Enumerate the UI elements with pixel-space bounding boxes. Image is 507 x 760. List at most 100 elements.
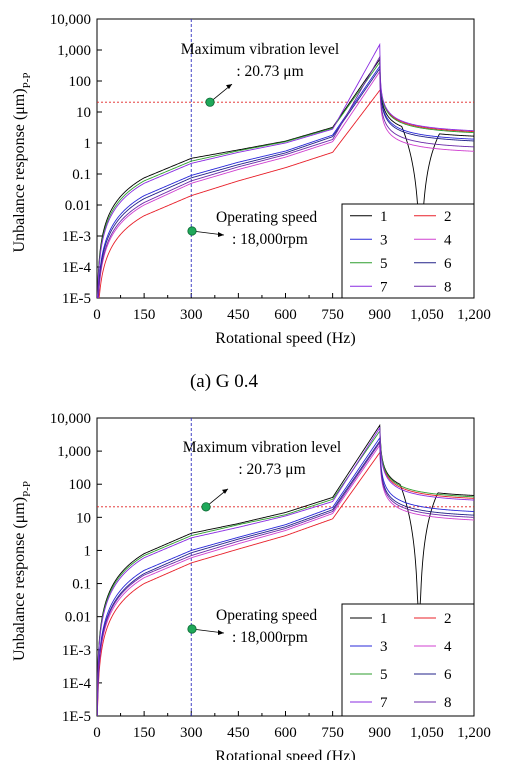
y-tick-label: 1E-3 [62, 229, 91, 245]
x-tick-label: 300 [180, 725, 203, 741]
legend-label-2: 2 [444, 611, 452, 627]
legend-label-6: 6 [444, 256, 452, 272]
legend-label-3: 3 [380, 232, 388, 248]
y-axis-label: Unbalance response (μm)P-P [11, 73, 33, 253]
legend-label-4: 4 [444, 232, 452, 248]
x-tick-label: 0 [93, 725, 101, 741]
x-tick-label: 750 [321, 725, 344, 741]
legend-label-8: 8 [444, 695, 452, 711]
legend-box [341, 603, 475, 717]
x-tick-label: 600 [274, 725, 297, 741]
legend-label-6: 6 [444, 667, 452, 683]
annotation-op-arrowhead [218, 630, 224, 635]
annotations: Maximum vibration level : 20.73 μm Operati… [183, 439, 341, 646]
series-7-line [97, 426, 474, 716]
x-tick-label: 150 [133, 725, 156, 741]
max-vibration-marker [205, 97, 215, 107]
y-tick-label: 1 [84, 136, 92, 152]
annotations: Maximum vibration level: 20.73 μm Operati… [181, 41, 339, 248]
x-axis-label: Rotational speed (Hz) [215, 748, 355, 760]
y-tick-label: 10,000 [50, 411, 91, 427]
legend-label-3: 3 [380, 639, 388, 655]
series-6-line [97, 439, 474, 716]
y-tick-label: 10 [76, 105, 91, 121]
series-7-line [97, 42, 474, 298]
chart-a: 0 150 300 450 600 750 900 1,050 1,200 1E-5 1E-4 1E-… [11, 12, 491, 392]
figure-caption: (a) G 0.4 [190, 371, 259, 392]
legend: 1 2 3 4 5 6 7 8 [341, 603, 475, 717]
annotation-max-arrowhead [226, 84, 232, 90]
legend-box [341, 203, 475, 299]
series-8-line [97, 55, 474, 298]
x-tick-label: 1,200 [457, 725, 491, 741]
annotation-max-title: Maximum vibration level [183, 439, 341, 456]
legend-label-1: 1 [380, 209, 388, 225]
annotation-op-value: : 18,000rpm [232, 629, 308, 646]
series-6-line [97, 67, 474, 298]
x-tick-label: 1,050 [410, 307, 444, 323]
y-tick-label: 100 [69, 477, 92, 493]
y-tick-label: 100 [69, 74, 92, 90]
x-tick-label: 600 [274, 307, 297, 323]
series-5-line [97, 429, 474, 716]
annotation-op-title: Operating speed [216, 607, 317, 624]
series-1-line [97, 57, 474, 298]
chart-b: 0 150 300 450 600 750 900 1,050 1,200 1E-5 1E-4 1E-… [11, 411, 491, 760]
legend-label-8: 8 [444, 279, 452, 295]
y-tick-label: 1E-5 [62, 291, 91, 307]
annotation-max-value: : 20.73 μm [236, 63, 303, 80]
series-4-line [97, 443, 474, 716]
y-tick-label: 1 [84, 543, 92, 559]
y-axis-label-main: Unbalance response (μm) [11, 497, 28, 661]
annotation-op-arrowhead [218, 232, 224, 237]
legend: 1 2 3 4 5 6 7 8 [341, 203, 475, 299]
y-tick-label: 0.1 [72, 167, 91, 183]
x-tick-label: 300 [180, 307, 203, 323]
y-axis-label: Unbalance response (μm)P-P [11, 481, 33, 661]
series-lines [97, 423, 474, 716]
series-8-line [97, 441, 474, 716]
x-tick-label: 1,050 [410, 725, 444, 741]
y-tick-label: 0.01 [65, 198, 91, 214]
y-axis-label-main: Unbalance response (μm) [11, 88, 28, 252]
annotation-op-title: Operating speed [216, 209, 317, 226]
x-axis-label: Rotational speed (Hz) [215, 330, 355, 347]
series-3-line [97, 436, 474, 716]
series-2-line [97, 89, 474, 298]
x-tick-label: 750 [321, 307, 344, 323]
operating-speed-marker [187, 624, 197, 634]
y-tick-label: 1E-4 [62, 676, 92, 692]
annotation-max-value: : 20.73 μm [238, 461, 305, 478]
x-tick-label: 900 [369, 307, 392, 323]
y-tick-label: 1E-5 [62, 709, 91, 725]
x-tick-label: 0 [93, 307, 101, 323]
y-tick-label: 0.01 [65, 610, 91, 626]
operating-speed-marker [187, 226, 197, 236]
series-2-line [97, 452, 474, 716]
x-tick-label: 150 [133, 307, 156, 323]
legend-label-7: 7 [380, 695, 388, 711]
x-tick-label: 450 [227, 307, 250, 323]
y-tick-label: 1,000 [57, 444, 91, 460]
series-4-line [97, 70, 474, 298]
y-axis-label-sub: P-P [21, 481, 33, 497]
legend-label-5: 5 [380, 256, 388, 272]
max-vibration-marker [201, 502, 211, 512]
y-tick-label: 1E-4 [62, 260, 92, 276]
legend-label-5: 5 [380, 667, 388, 683]
x-tick-label: 450 [227, 725, 250, 741]
annotation-max-arrowhead [222, 488, 228, 494]
y-tick-label: 1,000 [57, 43, 91, 59]
y-axis-label-sub: P-P [21, 73, 33, 89]
x-tick-label: 1,200 [457, 307, 491, 323]
series-3-line [97, 64, 474, 298]
y-tick-label: 1E-3 [62, 643, 91, 659]
y-tick-label: 10 [76, 510, 91, 526]
x-tick-label: 900 [369, 725, 392, 741]
annotation-op-value: : 18,000rpm [232, 231, 308, 248]
legend-label-7: 7 [380, 279, 388, 295]
y-tick-label: 10,000 [50, 12, 91, 28]
series-1-line [97, 423, 474, 716]
series-lines [97, 42, 474, 298]
